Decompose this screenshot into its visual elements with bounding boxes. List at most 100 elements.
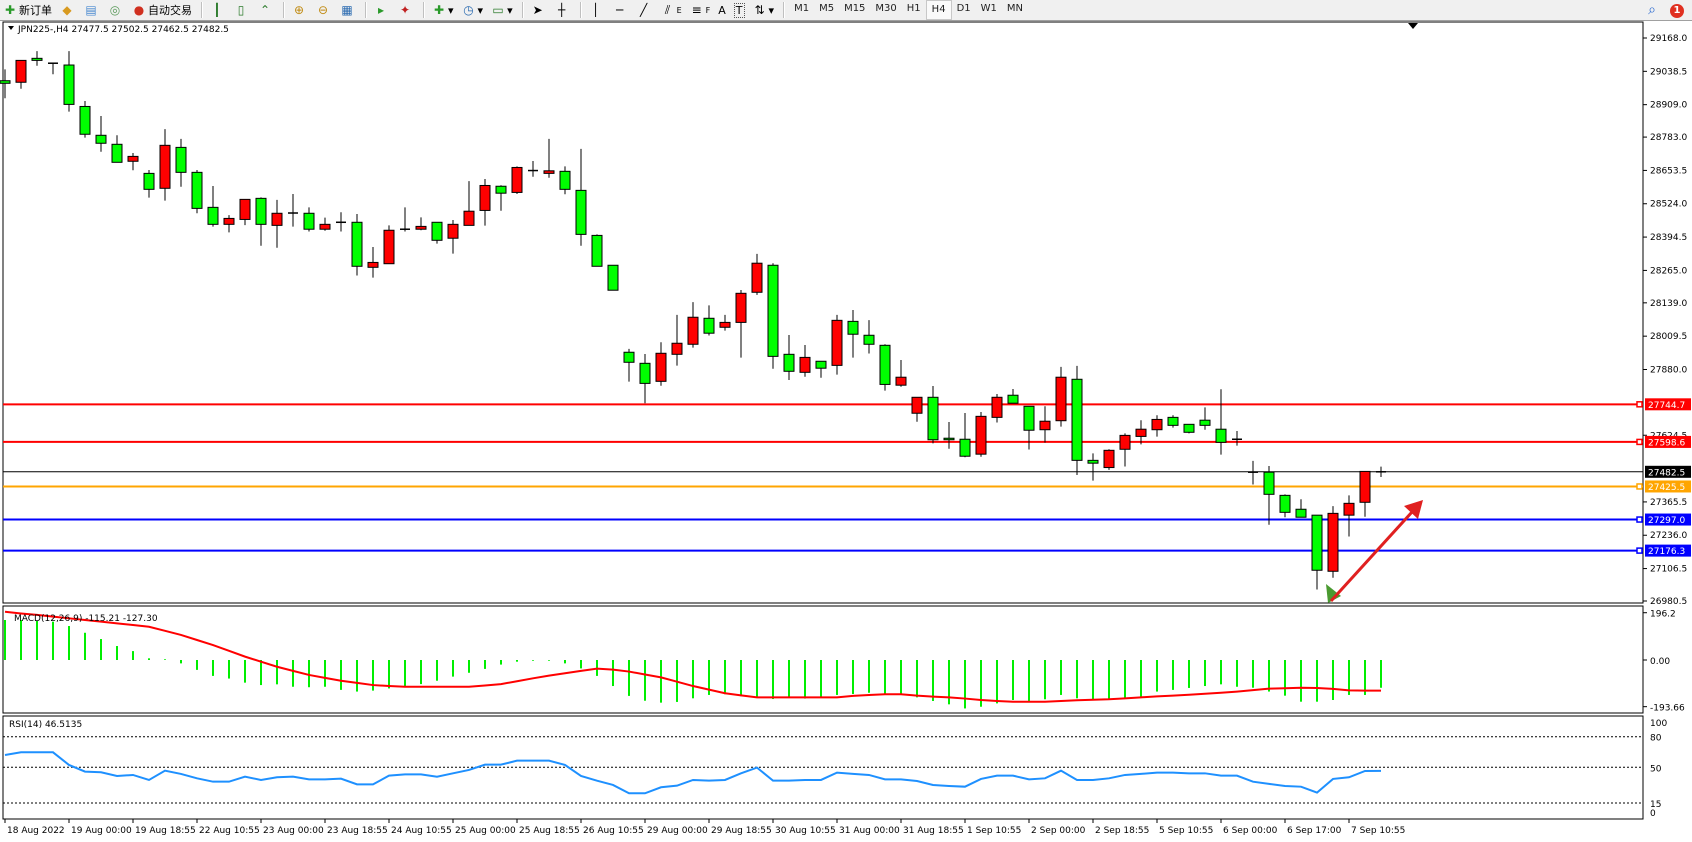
tile-windows-button[interactable]: ▦ [337, 1, 359, 19]
indicators-button[interactable]: ✚ ▾ [433, 3, 454, 17]
macd-area[interactable] [2, 605, 1644, 714]
candle-body [1295, 508, 1307, 518]
candle-body [1007, 394, 1019, 404]
crosshair-button[interactable]: ┼ [552, 1, 574, 19]
candle-body [31, 57, 43, 61]
candle [336, 212, 346, 232]
price-tag [1645, 465, 1691, 478]
candle-body [431, 221, 443, 241]
level-handle[interactable] [1636, 483, 1643, 490]
candlestick-button[interactable]: ▯ [231, 1, 253, 19]
candle-body [639, 362, 651, 384]
fibonacci-button[interactable]: ≡ F [687, 1, 714, 19]
candle-body [367, 261, 379, 268]
bar-chart-icon: ┃ [213, 3, 221, 17]
rsi-label: RSI(14) 46.5135 [9, 720, 82, 730]
candle [1215, 389, 1227, 455]
candle-body [767, 264, 779, 357]
candle [479, 179, 491, 226]
periods-button[interactable]: ◷ ▾ [463, 3, 484, 17]
horizontal-line-button[interactable]: ─ [610, 1, 632, 19]
candle [367, 246, 379, 278]
trendline-button[interactable]: ╱ [634, 1, 656, 19]
timeframe-mn[interactable]: MN [1006, 3, 1023, 14]
candle-body [831, 319, 843, 366]
chart-shift-button[interactable]: ▸ [371, 1, 393, 19]
timeframe-w1[interactable]: W1 [980, 3, 997, 14]
trend-arrow-line[interactable] [1329, 510, 1414, 603]
timeframe-m5[interactable]: M5 [819, 3, 835, 14]
collapse-triangle-icon[interactable] [8, 26, 14, 30]
history-button[interactable]: ◆ [57, 1, 79, 19]
indicators-icon: ✚ [433, 3, 445, 17]
price-label: 27106.5 [1650, 565, 1687, 575]
timeframe-m1[interactable]: M1 [794, 3, 810, 14]
vertical-line-button[interactable]: │ [586, 1, 608, 19]
arrows-button[interactable]: ⇅ ▾ [754, 3, 775, 17]
line-chart-button[interactable]: ⌃ [255, 1, 277, 19]
candle [703, 305, 715, 336]
templates-button[interactable]: ▭ ▾ [492, 3, 513, 17]
candle-body [511, 166, 523, 193]
candle [15, 59, 27, 89]
candle-body [815, 360, 827, 369]
candle-body [127, 155, 139, 162]
price-label: 28009.5 [1650, 332, 1687, 342]
candle [1295, 499, 1307, 518]
zoom-out-button[interactable]: ⊖ [313, 1, 335, 19]
chart-shift-marker-icon[interactable] [1408, 23, 1418, 29]
notifications-button[interactable]: 1 [1670, 3, 1684, 18]
candle [575, 148, 587, 246]
history-icon: ◆ [62, 3, 72, 17]
search-icon[interactable]: ⌕ [1648, 2, 1656, 18]
auto-trading-button[interactable]: ● 自动交易 [129, 1, 195, 19]
level-handle[interactable] [1636, 547, 1643, 554]
candle [191, 170, 203, 214]
fibonacci-channel-button[interactable]: ⫽ E [658, 1, 685, 19]
candle-body [63, 64, 75, 105]
time-label: 7 Sep 10:55 [1351, 826, 1405, 836]
level-handle[interactable] [1636, 516, 1643, 523]
time-label: 6 Sep 00:00 [1223, 826, 1278, 836]
text-button[interactable]: A [715, 1, 729, 19]
candle [1279, 494, 1291, 518]
bar-chart-button[interactable]: ┃ [207, 1, 229, 19]
new-order-button[interactable]: ✚ 新订单 [0, 1, 55, 19]
signal-button[interactable]: ◎ [105, 1, 127, 19]
candle-body [959, 438, 971, 457]
timeframe-m15[interactable]: M15 [844, 3, 866, 14]
buy-arrow-marker-icon[interactable] [1326, 584, 1341, 603]
time-label: 5 Sep 10:55 [1159, 826, 1213, 836]
price-label: 27880.0 [1650, 365, 1687, 375]
candle [911, 396, 923, 422]
timeframe-h4[interactable]: H4 [925, 0, 952, 20]
time-label: 25 Aug 00:00 [455, 826, 516, 836]
candle-body [143, 172, 155, 190]
level-handle[interactable] [1636, 438, 1643, 446]
candle [303, 207, 315, 232]
auto-scroll-button[interactable]: ✦ [395, 1, 417, 19]
candle-body [591, 234, 603, 267]
candle [1199, 407, 1211, 430]
zoom-in-button[interactable]: ⊕ [289, 1, 311, 19]
time-label: 31 Aug 18:55 [903, 826, 964, 836]
text-label-button[interactable]: T [731, 1, 748, 19]
timeframe-h1[interactable]: H1 [906, 3, 921, 14]
candlestick-icon: ▯ [237, 3, 245, 17]
level-handle[interactable] [1636, 401, 1643, 408]
candle [879, 344, 891, 391]
candle [927, 385, 939, 444]
timeframe-d1[interactable]: D1 [956, 3, 971, 14]
candle-body [943, 437, 955, 441]
candle [1376, 466, 1386, 477]
candle [415, 217, 427, 231]
cursor-button[interactable]: ➤ [528, 1, 550, 19]
main-chart-area[interactable] [2, 21, 1644, 604]
periods-icon: ◷ [463, 3, 474, 17]
trend-arrow-head-icon [1404, 500, 1423, 519]
terminal-button[interactable]: ▤ [81, 1, 103, 19]
timeframe-m30[interactable]: M30 [875, 3, 897, 14]
rsi-axis-label: 80 [1650, 734, 1662, 744]
candle-body [1023, 405, 1035, 431]
